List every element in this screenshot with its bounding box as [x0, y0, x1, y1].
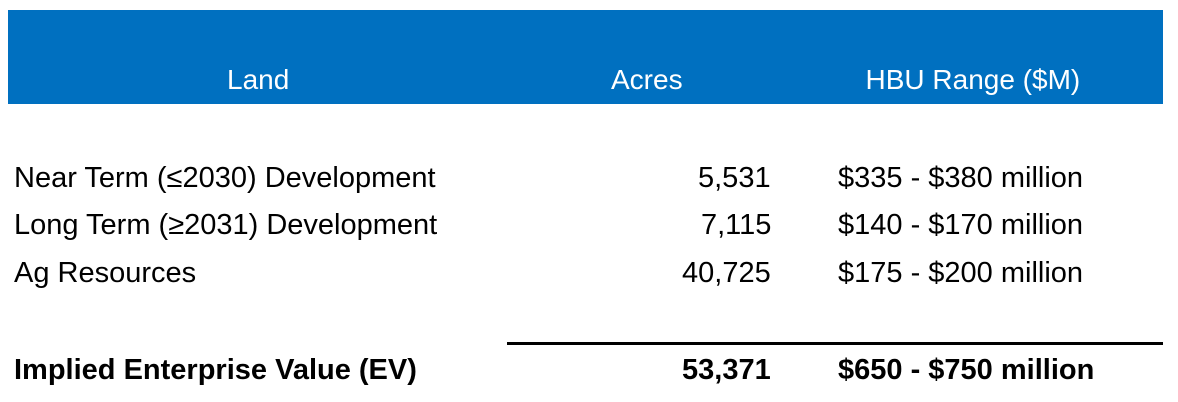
total-rule [507, 342, 1163, 345]
header-band [8, 10, 1163, 104]
table-cell: $175 - $200 million [838, 257, 1084, 289]
table-cell: Ag Resources [14, 257, 197, 289]
table-cell: $335 - $380 million [838, 162, 1084, 194]
table-cell: 40,725 [682, 257, 771, 289]
total-cell: $650 - $750 million [838, 354, 1095, 386]
header-cell: HBU Range ($M) [865, 64, 1081, 95]
table-cell: $140 - $170 million [838, 209, 1084, 241]
table-cell: 5,531 [698, 162, 771, 194]
table-cell: 7,115 [701, 209, 772, 241]
table-cell: Long Term (≥2031) Development [14, 209, 438, 241]
header-cell: Acres [611, 64, 683, 95]
total-cell: 53,371 [682, 354, 771, 386]
header-cell: Land [227, 64, 290, 95]
total-cell: Implied Enterprise Value (EV) [14, 354, 417, 386]
table-cell: Near Term (≤2030) Development [14, 162, 436, 194]
